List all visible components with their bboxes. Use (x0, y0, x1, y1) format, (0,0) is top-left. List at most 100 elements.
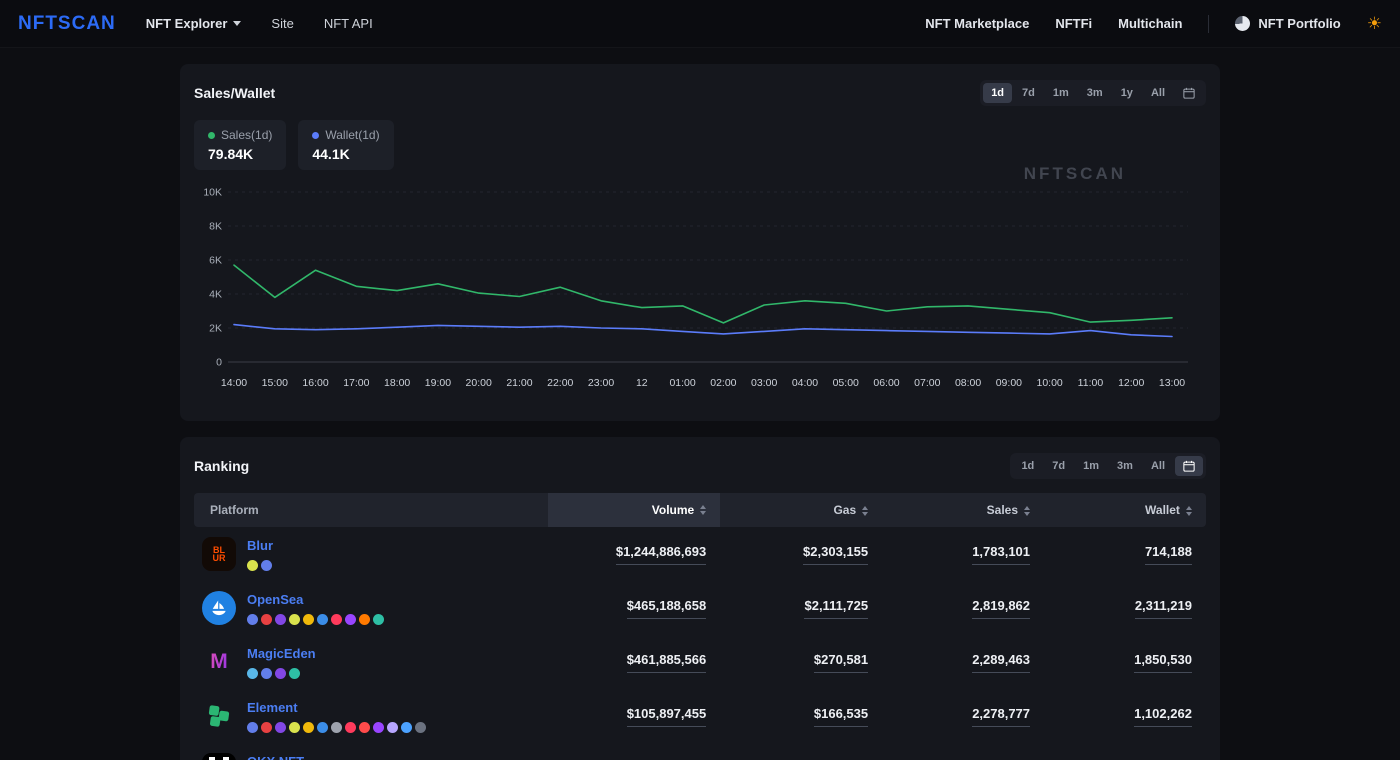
svg-text:2K: 2K (209, 323, 222, 335)
column-header-platform: Platform (194, 503, 548, 517)
platform-link[interactable]: OKX NFT (247, 754, 304, 760)
range-button-1m[interactable]: 1m (1075, 456, 1107, 476)
column-header-gas[interactable]: Gas (720, 503, 882, 517)
sales-cell: 1,783,101 (882, 544, 1044, 565)
svg-text:17:00: 17:00 (343, 377, 369, 389)
chart-legend: Sales(1d) 79.84K Wallet(1d) 44.1K (194, 120, 1206, 170)
chain-icon-ethereum (261, 560, 272, 571)
magiceden-logo: M (202, 645, 236, 679)
chain-icon-sui (401, 722, 412, 733)
chain-icon-list (247, 668, 316, 679)
range-button-1d[interactable]: 1d (1013, 456, 1042, 476)
platform-link[interactable]: OpenSea (247, 592, 303, 607)
legend-wallet-label: Wallet(1d) (325, 128, 379, 142)
svg-text:16:00: 16:00 (302, 377, 328, 389)
nav-nft-explorer-label: NFT Explorer (146, 16, 228, 31)
table-row: OpenSea$465,188,658$2,111,7252,819,8622,… (194, 581, 1206, 635)
chain-icon-base (289, 668, 300, 679)
chart-area: NFTSCAN 02K4K6K8K10K14:0015:0016:0017:00… (194, 178, 1206, 405)
wallet-cell: 2,311,219 (1044, 598, 1206, 619)
sales-dot-icon (208, 132, 215, 139)
svg-text:0: 0 (216, 357, 222, 369)
svg-text:04:00: 04:00 (792, 377, 818, 389)
legend-sales-value: 79.84K (208, 146, 272, 162)
range-button-3m[interactable]: 3m (1079, 83, 1111, 103)
nav-nft-explorer[interactable]: NFT Explorer (146, 16, 242, 31)
gas-cell: $270,581 (720, 652, 882, 673)
ranking-title: Ranking (194, 458, 249, 474)
volume-cell: $461,885,566 (548, 652, 720, 673)
chain-icon-ethereum (261, 668, 272, 679)
svg-text:8K: 8K (209, 221, 222, 233)
chain-icon-bnb (303, 722, 314, 733)
legend-wallet-chip[interactable]: Wallet(1d) 44.1K (298, 120, 393, 170)
svg-text:10K: 10K (203, 187, 222, 199)
range-button-all[interactable]: All (1143, 456, 1173, 476)
chevron-down-icon (233, 21, 241, 26)
blur-logo: BLUR (202, 537, 236, 571)
nav-nft-portfolio[interactable]: NFT Portfolio (1235, 16, 1340, 31)
wallet-dot-icon (312, 132, 319, 139)
chain-icon-optimism (331, 614, 342, 625)
chain-icon-linea (331, 722, 342, 733)
platform-link[interactable]: Element (247, 700, 298, 715)
chain-icon-list (247, 614, 384, 625)
nav-multichain[interactable]: Multichain (1118, 16, 1182, 31)
gas-cell: $2,111,725 (720, 598, 882, 619)
platform-link[interactable]: MagicEden (247, 646, 316, 661)
element-logo (202, 699, 236, 733)
chain-icon-list (247, 722, 426, 733)
legend-sales-chip[interactable]: Sales(1d) 79.84K (194, 120, 286, 170)
column-header-volume[interactable]: Volume (548, 493, 720, 527)
sales-wallet-chart[interactable]: 02K4K6K8K10K14:0015:0016:0017:0018:0019:… (194, 178, 1206, 400)
range-button-3m[interactable]: 3m (1109, 456, 1141, 476)
table-row: MMagicEden$461,885,566$270,5812,289,4631… (194, 635, 1206, 689)
nav-nft-api[interactable]: NFT API (324, 16, 373, 31)
sales-wallet-title: Sales/Wallet (194, 85, 275, 101)
svg-text:14:00: 14:00 (221, 377, 247, 389)
chain-icon-bnb (303, 614, 314, 625)
svg-text:08:00: 08:00 (955, 377, 981, 389)
nav-site[interactable]: Site (271, 16, 293, 31)
opensea-logo (202, 591, 236, 625)
chain-icon-solana (345, 614, 356, 625)
sort-icon[interactable] (700, 505, 706, 515)
svg-text:01:00: 01:00 (669, 377, 695, 389)
chain-icon-blast (289, 722, 300, 733)
svg-text:12: 12 (636, 377, 648, 389)
svg-text:15:00: 15:00 (262, 377, 288, 389)
volume-cell: $105,897,455 (548, 706, 720, 727)
chain-icon-arbitrum (317, 722, 328, 733)
platform-link[interactable]: Blur (247, 538, 273, 553)
chain-icon-avalanche (261, 722, 272, 733)
chain-icon-klaytn (359, 614, 370, 625)
range-button-all[interactable]: All (1143, 83, 1173, 103)
calendar-range-button[interactable] (1175, 83, 1203, 103)
chain-icon-polygon (275, 722, 286, 733)
range-button-1d[interactable]: 1d (983, 83, 1012, 103)
sort-icon[interactable] (1024, 506, 1030, 516)
sun-icon[interactable]: ☀ (1367, 15, 1382, 32)
sort-icon[interactable] (862, 506, 868, 516)
range-button-7d[interactable]: 7d (1044, 456, 1073, 476)
range-button-1y[interactable]: 1y (1113, 83, 1141, 103)
range-button-7d[interactable]: 7d (1014, 83, 1043, 103)
svg-text:23:00: 23:00 (588, 377, 614, 389)
wallet-cell: 714,188 (1044, 544, 1206, 565)
chain-icon-solana (373, 722, 384, 733)
gas-cell: $166,535 (720, 706, 882, 727)
column-header-wallet[interactable]: Wallet (1044, 503, 1206, 517)
range-button-1m[interactable]: 1m (1045, 83, 1077, 103)
chain-icon-optimism (345, 722, 356, 733)
chain-icon-blast (247, 560, 258, 571)
nftscan-logo[interactable]: NFTSCAN (18, 13, 116, 35)
nav-nftfi[interactable]: NFTFi (1055, 16, 1092, 31)
chain-icon-zksync (359, 722, 370, 733)
calendar-range-button[interactable] (1175, 456, 1203, 476)
svg-text:4K: 4K (209, 289, 222, 301)
sort-icon[interactable] (1186, 506, 1192, 516)
svg-text:03:00: 03:00 (751, 377, 777, 389)
table-row: NFTOKX NFT$62,644,374$4,71691,32181,924 (194, 743, 1206, 760)
column-header-sales[interactable]: Sales (882, 503, 1044, 517)
nav-nft-marketplace[interactable]: NFT Marketplace (925, 16, 1029, 31)
